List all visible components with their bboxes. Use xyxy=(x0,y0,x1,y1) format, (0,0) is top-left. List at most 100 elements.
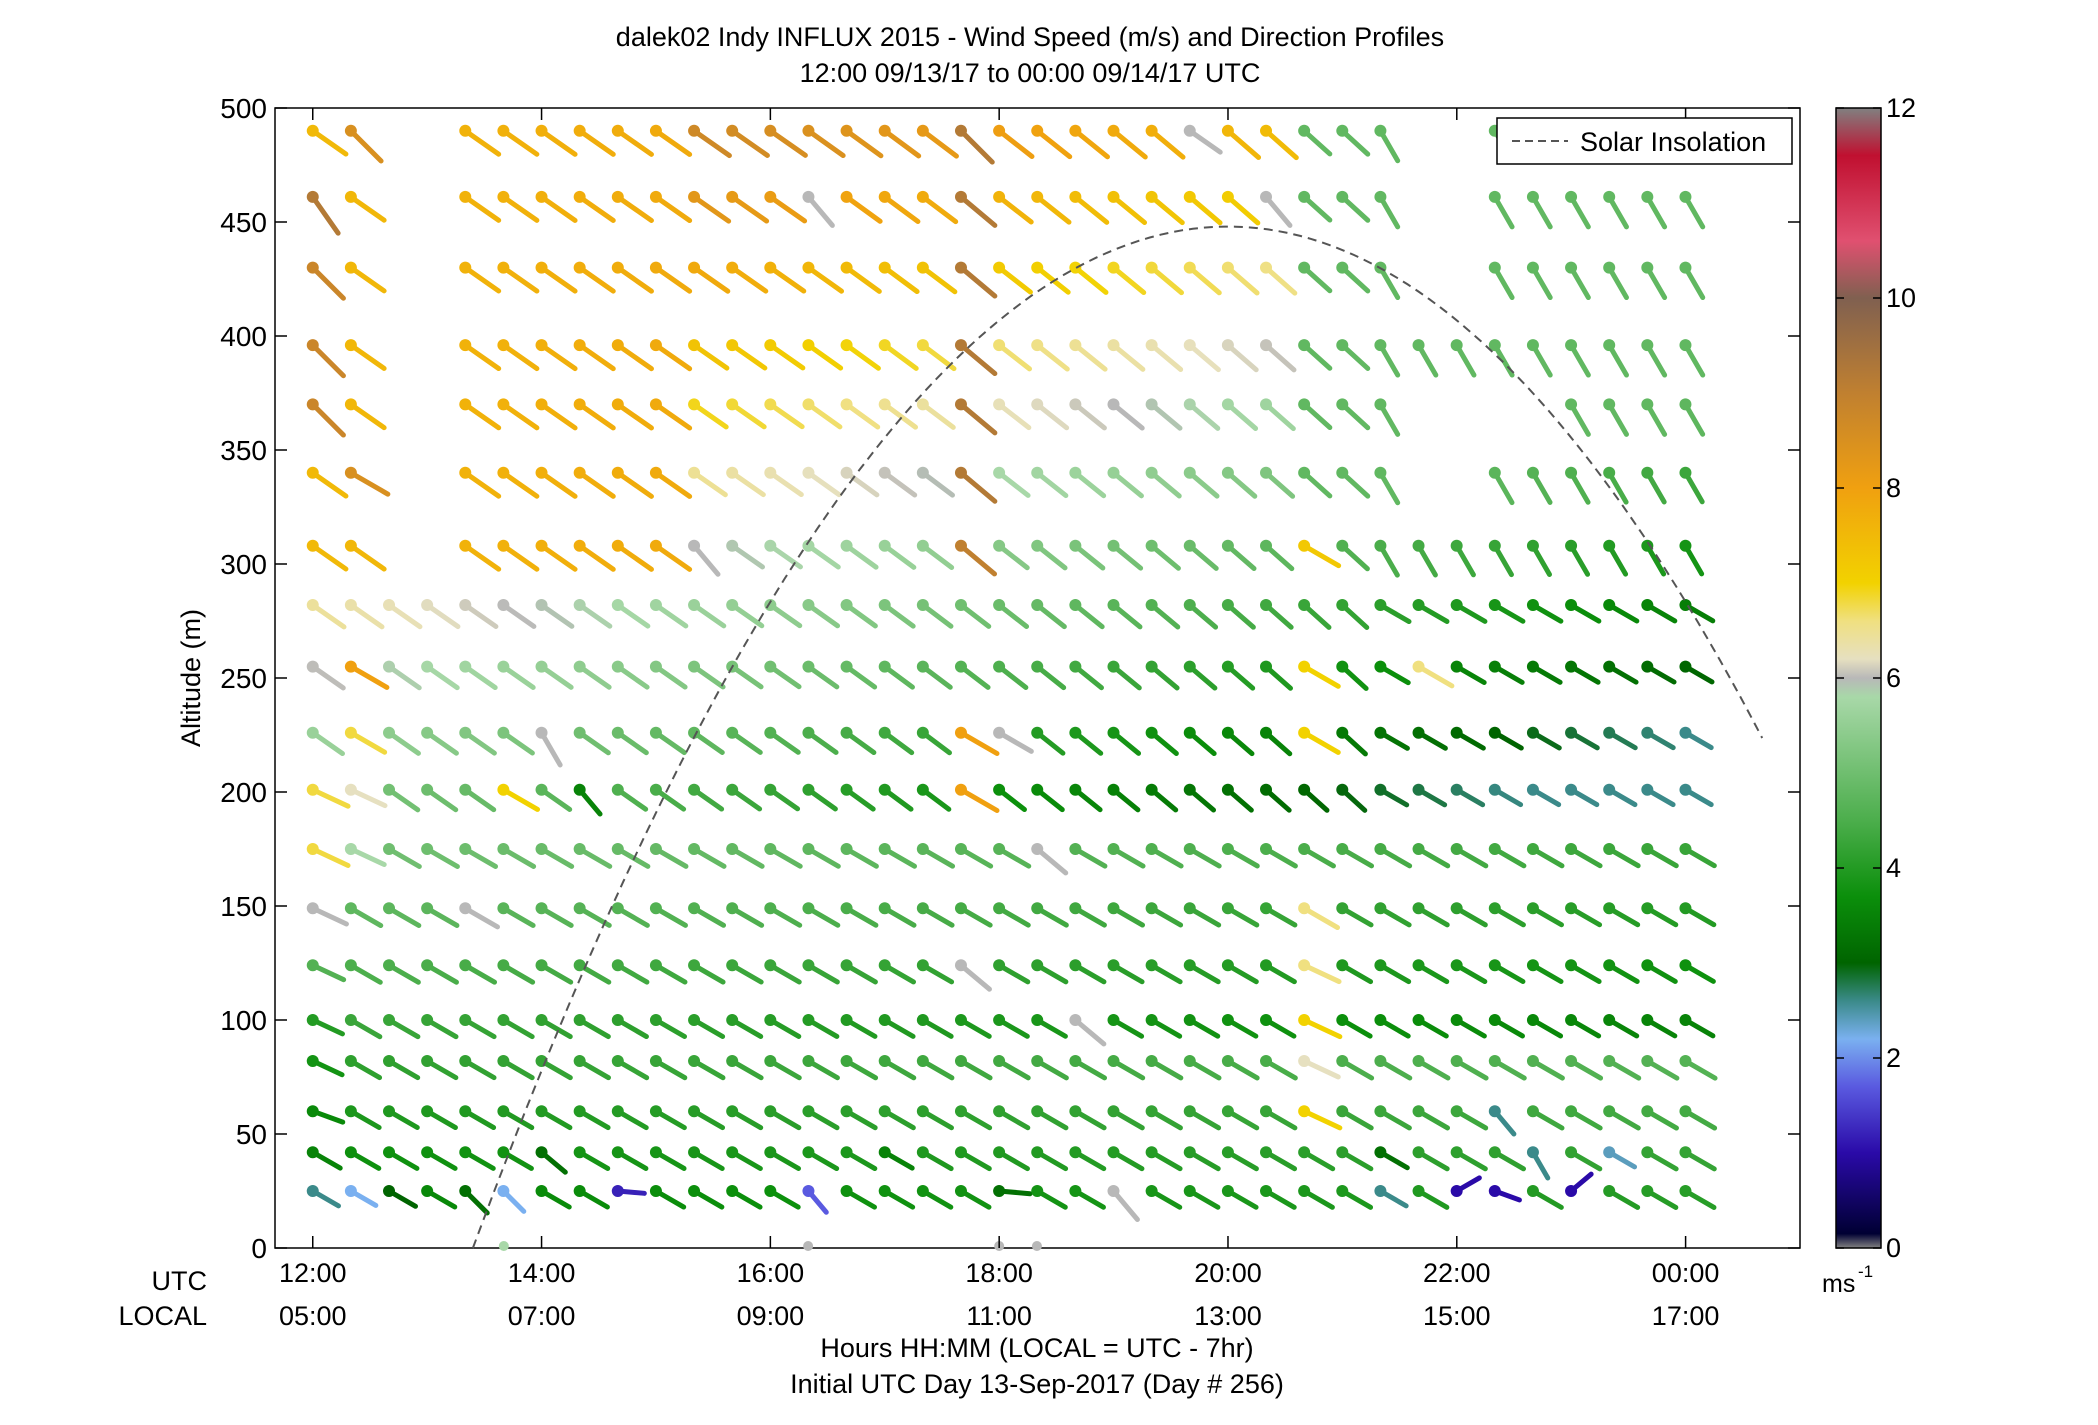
wind-barb xyxy=(1679,1014,1716,1039)
wind-barb-dot xyxy=(344,959,357,972)
wind-barb-shaft xyxy=(500,194,540,223)
wind-barb-dot xyxy=(1260,339,1273,352)
wind-barb xyxy=(421,959,459,985)
wind-barb-dot xyxy=(688,1185,701,1197)
wind-barb xyxy=(1526,726,1562,751)
wind-barb xyxy=(383,902,422,929)
wind-barb xyxy=(497,1055,535,1081)
wind-barb-shaft xyxy=(539,194,578,223)
wind-barb xyxy=(344,190,387,223)
wind-barb xyxy=(1412,902,1450,928)
wind-barb xyxy=(535,843,575,869)
wind-barb xyxy=(1221,466,1258,499)
wind-barb xyxy=(1260,466,1296,499)
wind-barb-dot xyxy=(878,660,891,673)
wind-barb-dot xyxy=(421,902,434,915)
chart-subtitle: 12:00 09/13/17 to 00:00 09/14/17 UTC xyxy=(800,58,1261,88)
wind-barb xyxy=(726,783,763,812)
wind-barb xyxy=(306,843,351,868)
wind-barb xyxy=(1679,339,1706,378)
utc-row-label: UTC xyxy=(152,1266,208,1296)
wind-barb xyxy=(383,783,421,813)
wind-barb-dot xyxy=(1336,599,1349,612)
wind-barb-dot xyxy=(840,1014,853,1026)
wind-barb-dot xyxy=(1069,1105,1082,1118)
wind-barb-dot xyxy=(497,726,510,739)
wind-barb xyxy=(344,466,391,497)
wind-barb-dot xyxy=(1221,1185,1234,1197)
wind-barb xyxy=(993,1146,1030,1172)
wind-barb xyxy=(688,339,730,371)
wind-barb-dot xyxy=(1603,398,1616,411)
wind-barb xyxy=(1145,783,1179,813)
wind-barb xyxy=(1526,261,1553,301)
wind-barb-dot xyxy=(344,339,357,352)
colorbar-tick-label: 4 xyxy=(1886,853,1901,883)
wind-barb-dot xyxy=(649,124,662,137)
wind-barb xyxy=(1107,1014,1145,1039)
wind-barb xyxy=(1412,726,1448,751)
wind-barb-dot xyxy=(1145,726,1158,739)
wind-barb xyxy=(1107,1146,1145,1172)
wind-barb xyxy=(1221,398,1259,431)
wind-barb-dot xyxy=(459,339,472,352)
wind-barb-shaft xyxy=(1034,846,1069,876)
wind-barb-dot xyxy=(1412,1105,1425,1118)
wind-barb xyxy=(1336,261,1371,294)
wind-barb-dot xyxy=(840,261,853,274)
wind-barb xyxy=(1145,539,1181,571)
wind-barb-dot xyxy=(1298,1185,1311,1197)
wind-barb xyxy=(764,1146,802,1172)
wind-barb-dot xyxy=(802,902,815,915)
plot-area xyxy=(274,107,1801,1249)
wind-barb-dot xyxy=(1145,261,1158,274)
wind-barb-dot xyxy=(916,1105,929,1118)
wind-barb xyxy=(1603,599,1640,624)
wind-barb-dot xyxy=(916,902,929,915)
wind-barb-dot xyxy=(535,902,548,915)
wind-barb xyxy=(573,539,616,572)
wind-barb-dot xyxy=(344,660,357,673)
wind-barb xyxy=(840,1146,878,1172)
wind-barb-shaft xyxy=(348,265,387,294)
wind-barb-dot xyxy=(535,190,548,203)
wind-barb-shaft xyxy=(1149,194,1185,226)
wind-barb xyxy=(421,726,459,756)
wind-barb xyxy=(802,783,838,812)
wind-barb-shaft xyxy=(539,128,578,157)
wind-barb-dot xyxy=(916,1146,929,1159)
wind-barb xyxy=(344,539,387,572)
wind-barb-shaft xyxy=(1187,194,1223,226)
wind-barb xyxy=(649,959,688,985)
wind-barb-dot xyxy=(421,783,434,796)
wind-barb-dot xyxy=(1069,959,1082,972)
wind-barb-dot xyxy=(802,599,815,612)
wind-barb xyxy=(916,1014,954,1039)
wind-barb-dot xyxy=(1565,783,1578,796)
wind-barb-shaft xyxy=(958,128,995,165)
wind-barb xyxy=(993,599,1030,629)
wind-barb xyxy=(649,726,687,756)
wind-barb xyxy=(1641,539,1667,577)
wind-barb-dot xyxy=(1374,1146,1387,1159)
wind-barb xyxy=(1336,190,1371,223)
wind-barb-shaft xyxy=(1149,128,1186,160)
wind-barb xyxy=(1336,398,1371,431)
wind-barb xyxy=(688,1055,726,1081)
wind-barb-shaft xyxy=(882,265,920,295)
wind-barb xyxy=(1603,539,1629,577)
wind-barb-dot xyxy=(1374,726,1387,739)
wind-barb xyxy=(1183,190,1223,226)
wind-barb-dot xyxy=(1031,339,1044,352)
wind-barb xyxy=(1107,539,1144,571)
wind-barb-shaft xyxy=(920,342,957,372)
wind-barb-shaft xyxy=(1187,128,1223,155)
wind-barb-dot xyxy=(764,1185,777,1197)
wind-barb xyxy=(649,398,693,431)
wind-barb-shaft xyxy=(844,401,881,430)
wind-barb-dot xyxy=(1641,902,1654,915)
wind-barb-dot xyxy=(688,843,701,855)
wind-barb-dot xyxy=(840,466,853,479)
wind-barb-dot xyxy=(344,599,357,612)
wind-barb xyxy=(497,1185,527,1214)
